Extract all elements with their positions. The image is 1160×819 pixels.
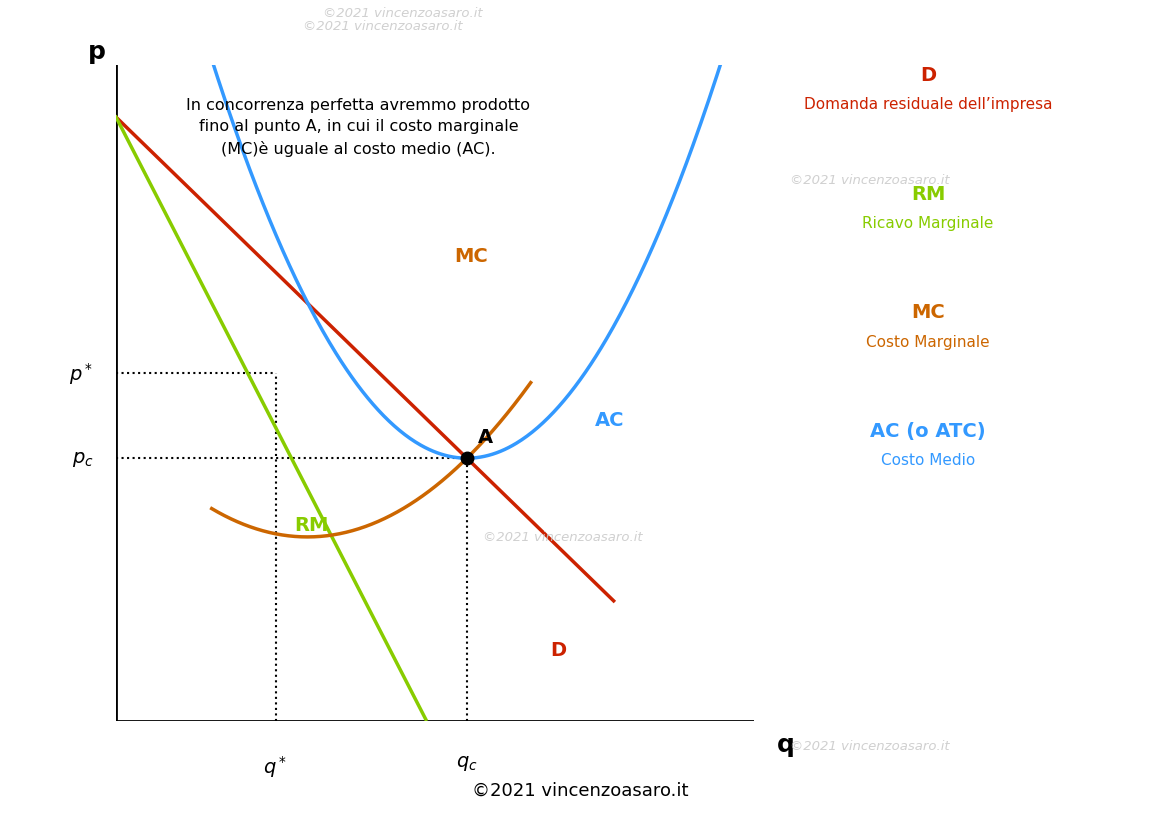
Text: MC: MC <box>911 303 945 322</box>
Text: $p_c$: $p_c$ <box>72 449 94 468</box>
Text: ©2021 vincenzoasaro.it: ©2021 vincenzoasaro.it <box>790 739 950 752</box>
Text: q: q <box>777 731 795 756</box>
Text: A: A <box>478 428 493 446</box>
Text: AC: AC <box>594 411 624 430</box>
Text: Costo Medio: Costo Medio <box>880 453 976 468</box>
Text: RM: RM <box>295 516 329 535</box>
Text: ©2021 vincenzoasaro.it: ©2021 vincenzoasaro.it <box>483 531 643 544</box>
Text: p: p <box>88 40 106 65</box>
Text: Ricavo Marginale: Ricavo Marginale <box>862 215 994 230</box>
Text: ©2021 vincenzoasaro.it: ©2021 vincenzoasaro.it <box>303 20 463 34</box>
Text: RM: RM <box>911 184 945 203</box>
Text: ©2021 vincenzoasaro.it: ©2021 vincenzoasaro.it <box>790 174 950 187</box>
Text: $q_c$: $q_c$ <box>456 753 478 772</box>
Text: ©2021 vincenzoasaro.it: ©2021 vincenzoasaro.it <box>324 7 483 20</box>
Text: Domanda residuale dell’impresa: Domanda residuale dell’impresa <box>804 97 1052 111</box>
Text: D: D <box>550 640 566 659</box>
Text: AC (o ATC): AC (o ATC) <box>870 422 986 441</box>
Text: MC: MC <box>454 247 488 266</box>
Text: In concorrenza perfetta avremmo prodotto
fino al punto A, in cui il costo margin: In concorrenza perfetta avremmo prodotto… <box>187 98 530 156</box>
Text: D: D <box>920 66 936 84</box>
Text: Costo Marginale: Costo Marginale <box>867 334 989 349</box>
Text: $p^*$: $p^*$ <box>70 360 94 387</box>
Text: $q^*$: $q^*$ <box>263 753 288 780</box>
Text: ©2021 vincenzoasaro.it: ©2021 vincenzoasaro.it <box>472 781 688 799</box>
